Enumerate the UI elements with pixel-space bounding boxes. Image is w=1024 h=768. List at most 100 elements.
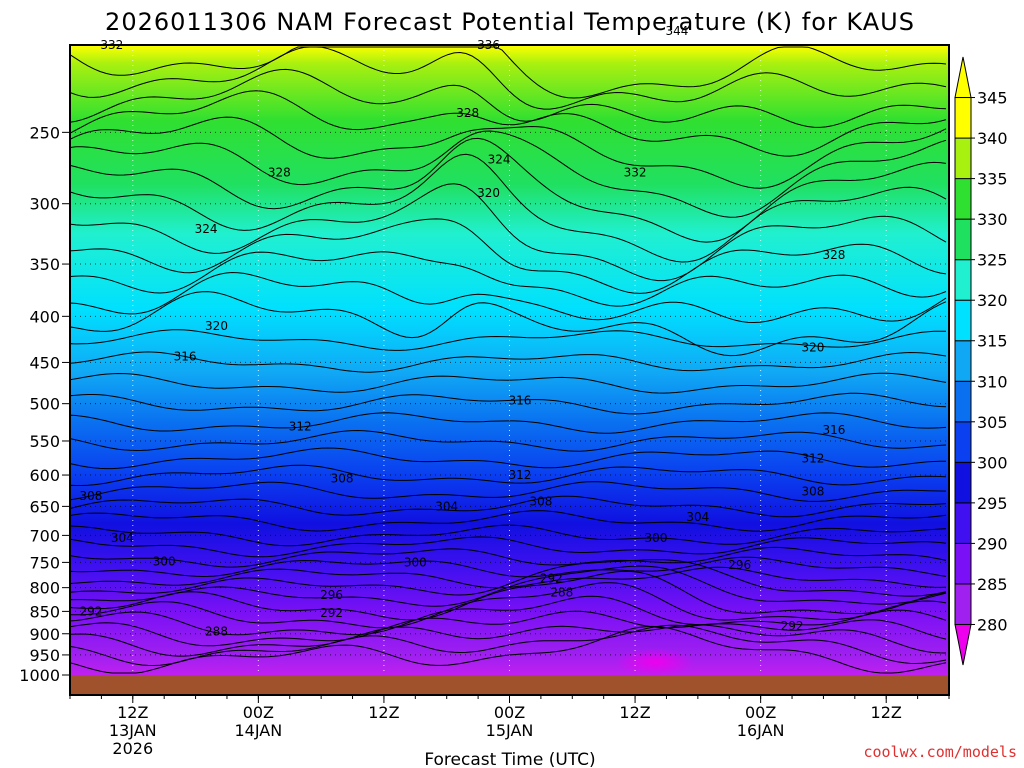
colorbar-segment [954,380,972,423]
contour-label-text: 344 [665,24,688,38]
colorbar-segment [954,340,972,382]
contour-line [69,392,947,415]
contour-line [69,271,947,324]
contour-line [69,218,947,294]
colorbar-segment [954,502,972,544]
y-tick-label: 1000 [19,666,60,685]
contour-label-text: 316 [822,423,845,437]
colorbar-label: 305 [977,413,1008,432]
contour-line [69,447,946,470]
x-tick-label: 13JAN [109,721,157,740]
y-tick-label: 250 [29,123,60,142]
contour-label: 300 [153,554,176,568]
y-tick-label: 450 [29,353,60,372]
chart-title: 2026011306 NAM Forecast Potential Temper… [105,8,915,36]
contour-label: 304 [435,499,458,513]
contour-label-text: 308 [331,471,354,485]
contour-label: 320 [802,340,825,354]
contour-line [69,536,947,558]
contour-label-text: 308 [802,485,825,499]
ground-surface [70,675,949,695]
contour-label: 288 [550,586,573,600]
contour-line [69,68,947,128]
contour-label-text: 288 [205,625,228,639]
y-tick-label: 700 [29,526,60,545]
contour-label-text: 300 [645,531,668,545]
colorbar: 280 285 290 295 300 305 310 315 320 325 330 335 340 3… [954,56,1008,666]
colorbar-label: 315 [977,332,1008,351]
x-tick-label: 16JAN [737,721,785,740]
x-tick-label: 12Z [871,703,902,722]
contour-label: 292 [79,604,102,618]
contour-label-text: 292 [781,619,804,633]
contour-label-text: 292 [540,572,563,586]
contour-line [69,251,947,307]
contour-label: 308 [529,495,552,509]
credit-text: coolwx.com/models [863,743,1017,761]
x-tick-label: 2026 [112,739,153,758]
contour-line [69,510,947,532]
colorbar-label: 325 [977,251,1008,270]
contour-label: 328 [456,106,479,120]
colorbar-label: 330 [977,210,1008,229]
contour-line [69,429,947,452]
y-tick-label: 300 [29,195,60,214]
isentrope-contours [69,46,947,674]
colorbar-label: 280 [977,615,1008,634]
contour-line [69,46,947,99]
contour-label: 312 [509,468,532,482]
contour-label-text: 300 [153,554,176,568]
y-tick-label: 350 [29,255,60,274]
contour-line [69,130,947,218]
colorbar-label: 295 [977,494,1008,513]
contour-line [69,329,947,351]
contour-label: 292 [320,606,343,620]
colorbar-segment [954,178,972,220]
colorbar-label: 300 [977,453,1008,472]
contour-label-text: 328 [268,165,291,179]
contour-line [69,46,947,110]
contour-label: 316 [509,394,532,408]
contour-label: 312 [802,451,825,465]
x-tick-label: 15JAN [486,721,534,740]
x-tick-label: 00Z [243,703,274,722]
colorbar-label: 340 [977,129,1008,148]
x-tick-label: 00Z [745,703,776,722]
y-tick-label: 600 [29,466,60,485]
x-tick-label: 14JAN [234,721,282,740]
contour-line [69,153,947,263]
contour-label: 320 [205,319,228,333]
contour-line [69,524,947,547]
contour-label-text: 304 [686,510,709,524]
contour-label-text: 300 [404,555,427,569]
contour-label-text: 324 [195,222,218,236]
colorbar-arrow-low [954,623,972,666]
contour-label: 304 [686,510,709,524]
contour-label: 312 [289,419,312,433]
warm-core-blob [615,648,695,676]
contour-line [69,291,947,357]
colorbar-label: 285 [977,575,1008,594]
contour-label: 308 [802,485,825,499]
colorbar-label: 345 [977,89,1008,108]
contour-label: 300 [404,555,427,569]
contour-label: 316 [822,423,845,437]
colorbar-label: 335 [977,170,1008,189]
contour-line [69,372,947,394]
colorbar-segment [954,421,972,463]
contour-label-text: 328 [456,106,479,120]
x-tick-label: 12Z [619,703,650,722]
contour-label: 344 [665,24,688,38]
y-tick-label: 750 [29,553,60,572]
contour-line [69,137,947,243]
contour-label: 308 [331,471,354,485]
contour-line [69,565,947,607]
contour-label-text: 296 [728,558,751,572]
contour-label: 320 [477,186,500,200]
contour-line [69,546,947,568]
vertical-gridlines [132,45,887,675]
contour-label-text: 308 [79,489,102,503]
